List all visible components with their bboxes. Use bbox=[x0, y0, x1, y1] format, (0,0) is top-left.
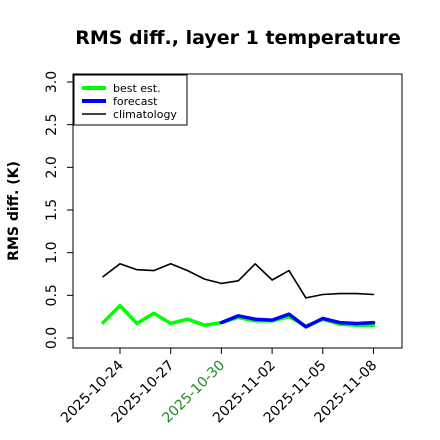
chart-title: RMS diff., layer 1 temperature bbox=[75, 27, 401, 49]
legend-label-climatology: climatology bbox=[113, 108, 177, 121]
y-tick-label: 1.5 bbox=[44, 199, 60, 221]
series-line-forecast bbox=[219, 312, 376, 329]
y-tick-label: 0.5 bbox=[44, 284, 60, 306]
y-tick-label: 2.5 bbox=[44, 114, 60, 136]
y-tick-label: 1.0 bbox=[44, 242, 60, 264]
legend-label-best-est: best est. bbox=[113, 82, 161, 95]
y-axis-label: RMS diff. (K) bbox=[6, 161, 22, 261]
series-line-climatology bbox=[102, 262, 375, 299]
y-axis: 0.0 0.5 1.0 1.5 2.0 2.5 3.0 bbox=[44, 71, 73, 349]
y-tick-label: 2.0 bbox=[44, 156, 60, 178]
x-axis: 2025-10-242025-10-272025-10-302025-11-02… bbox=[58, 348, 380, 426]
y-tick-label: 0.0 bbox=[44, 327, 60, 349]
plot-lines bbox=[101, 262, 376, 329]
legend-label-forecast: forecast bbox=[113, 95, 158, 108]
y-tick-label: 3.0 bbox=[44, 71, 60, 93]
plot-frame bbox=[72, 73, 403, 349]
